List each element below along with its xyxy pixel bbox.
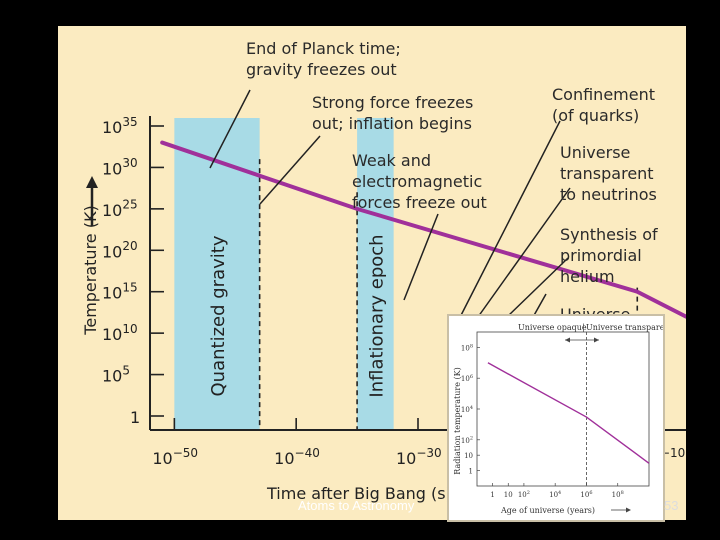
y-axis-arrowhead [86,176,98,188]
y-tick-label-6: 105 [102,363,130,385]
y-tick-label-4: 1015 [102,281,138,303]
annotation-leader-2 [403,213,439,301]
annotation-5: Synthesis of primordial helium [560,225,658,286]
inset-region-opaque: Universe opaque [518,323,587,332]
inset-x-tick-label-1: 10 [504,491,513,499]
x-tick-label-2: 10−30 [396,446,442,468]
temperature-line [160,140,686,319]
y-axis-label: Temperature (K) [81,205,100,335]
page-number: 53 [664,498,679,513]
inset-y-tick-label-0: 108 [461,343,473,352]
annotation-leader-1 [259,135,321,205]
x-tick-label-0: 10−50 [152,446,198,468]
inset-x-tick-label-2: 102 [518,490,530,499]
inset-y-axis-label: Radiation temperature (K) [453,367,462,474]
annotation-leader-0 [209,89,251,169]
inset-plot-frame [476,331,650,487]
footer-text: Atoms to Astronomy [298,498,415,513]
inset-arrowhead-right [594,337,599,343]
band-label-1: Inflationary epoch [366,234,387,397]
inset-x-tick-label-4: 106 [580,490,592,499]
inset-arrowhead-left [565,337,570,343]
inset-x-tick-label-5: 108 [612,490,624,499]
inset-x-tick-label-3: 104 [549,490,561,499]
annotation-leader-4 [467,187,571,332]
annotation-0: End of Planck time; gravity freezes out [246,39,401,79]
annotation-1: Strong force freezes out; inflation begin… [312,93,473,133]
x-tick-label-1: 10−40 [274,446,320,468]
band-label-0: Quantized gravity [208,235,229,396]
y-tick-label-3: 1020 [102,239,138,261]
inset-region-separator: | [582,323,585,332]
annotation-2: Weak and electromagnetic forces freeze out [352,151,487,212]
y-tick-label-7: 1 [130,408,140,427]
y-tick-label-1: 1030 [102,156,138,178]
inset-y-tick-label-1: 106 [461,374,473,383]
inset-y-tick-label-3: 102 [461,436,473,445]
x-axis-label: Time after Big Bang (s) [266,484,452,503]
y-tick-label-0: 1035 [102,115,138,137]
annotation-4: Universe transparent to neutrinos [560,143,657,204]
inset-x-tick-label-0: 1 [490,491,494,499]
inset-x-axis-label: Age of universe (years) [500,506,595,515]
annotation-leader-3 [452,120,561,332]
inset-region-transparent: Universe transparent [586,323,663,332]
y-tick-label-2: 1025 [102,198,138,220]
inset-temperature-line [487,362,650,464]
slide-panel: Quantized gravity Inflationary epoch 10−5… [58,26,686,520]
band-1 [357,118,394,430]
inset-y-tick-label-5: 1 [469,468,473,476]
inset-radiation-chart: 1 10 102 104 106 108 108 106 104 102 10 1 Universe… [447,314,665,522]
annotation-leader-5 [507,257,569,317]
inset-y-tick-label-2: 104 [461,405,473,414]
annotation-3: Confinement (of quarks) [552,85,655,125]
y-tick-label-5: 1010 [102,322,138,344]
inset-y-tick-label-4: 10 [464,452,473,460]
inset-x-arrowhead [626,507,631,513]
